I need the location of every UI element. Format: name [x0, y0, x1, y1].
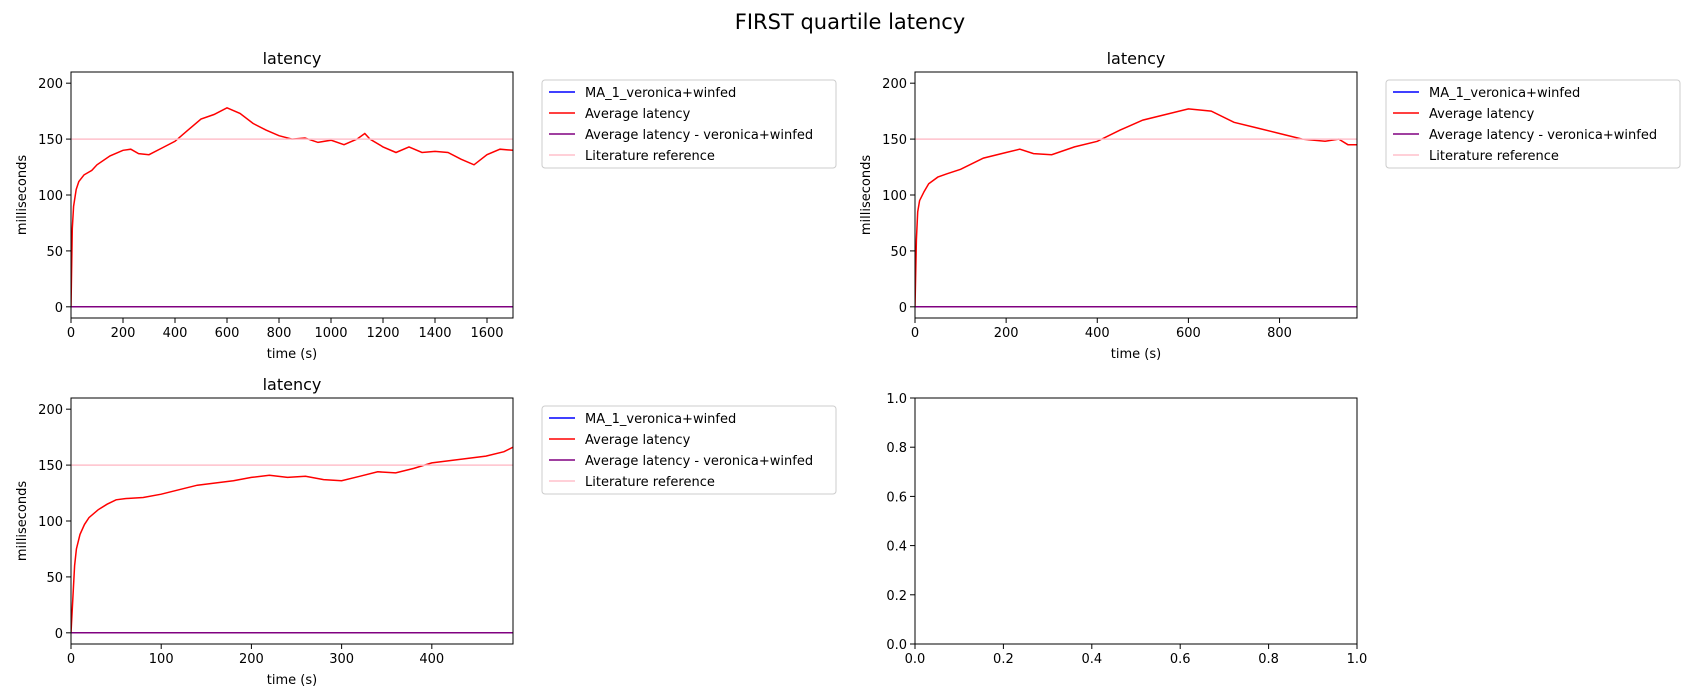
legend-entry: Average latency	[585, 433, 691, 448]
y-tick-label: 0.4	[886, 540, 907, 555]
x-tick-label: 0.8	[1258, 652, 1279, 667]
legend-entry: Literature reference	[585, 475, 715, 490]
y-tick-label: 0	[899, 301, 907, 316]
legend: MA_1_veronica+winfed Average latency Avera…	[1385, 79, 1681, 169]
legend-frame	[1385, 79, 1681, 169]
x-tick-label: 1200	[366, 326, 399, 341]
legend-entry: MA_1_veronica+winfed	[1429, 86, 1580, 101]
axes-frame	[70, 71, 514, 319]
y-tick-label: 150	[882, 133, 907, 148]
x-tick-label: 1600	[470, 326, 503, 341]
subplot-title: latency	[263, 375, 322, 394]
y-tick-label: 0	[55, 627, 63, 642]
series-group	[71, 446, 513, 634]
series-line-2	[71, 446, 513, 633]
x-tick-label: 200	[239, 652, 264, 667]
y-tick-label: 50	[890, 245, 907, 260]
subplot-4: 0.0 0.2 0.4 0.6 0.8 1.0 0.0 0.2 0.4 0.6 0.8 1.0	[886, 392, 1367, 667]
legend: MA_1_veronica+winfed Average latency Avera…	[541, 79, 837, 169]
y-tick-label: 100	[882, 189, 907, 204]
figure-suptitle: FIRST quartile latency	[735, 10, 965, 34]
legend-entry: Average latency - veronica+winfed	[585, 454, 813, 469]
series-group	[915, 108, 1357, 308]
x-tick-label: 1000	[314, 326, 347, 341]
x-tick-label: 1400	[418, 326, 451, 341]
legend-entry: Average latency - veronica+winfed	[1429, 128, 1657, 143]
y-tick-label: 50	[46, 245, 63, 260]
x-tick-label: 0	[911, 326, 919, 341]
x-tick-label: 400	[163, 326, 188, 341]
x-tick-label: 100	[149, 652, 174, 667]
legend-entry: Average latency	[1429, 107, 1535, 122]
y-tick-label: 150	[38, 459, 63, 474]
x-tick-label: 0.2	[993, 652, 1014, 667]
y-tick-label: 200	[882, 77, 907, 92]
legend-frame	[541, 79, 837, 169]
y-tick-label: 150	[38, 133, 63, 148]
series-line-2	[915, 108, 1357, 307]
legend: MA_1_veronica+winfed Average latency Avera…	[541, 405, 837, 495]
series-group	[71, 106, 513, 308]
x-tick-label: 400	[1085, 326, 1110, 341]
x-tick-label: 0.6	[1170, 652, 1191, 667]
y-tick-label: 100	[38, 515, 63, 530]
x-tick-label: 0.4	[1081, 652, 1102, 667]
y-axis-label: milliseconds	[859, 155, 874, 235]
y-tick-label: 0.6	[886, 490, 907, 505]
y-tick-label: 0.0	[886, 638, 907, 653]
x-tick-label: 0	[67, 652, 75, 667]
x-tick-label: 400	[419, 652, 444, 667]
y-tick-label: 0.2	[886, 589, 907, 604]
x-tick-label: 200	[111, 326, 136, 341]
x-tick-label: 300	[329, 652, 354, 667]
subplot-title: latency	[263, 49, 322, 68]
y-axis-label: milliseconds	[15, 155, 30, 235]
x-tick-label: 800	[267, 326, 292, 341]
legend-entry: Average latency - veronica+winfed	[585, 128, 813, 143]
axes-frame	[70, 397, 514, 645]
subplot-2: 0 200 400 600 800 0 50 100 150 200 latency time (s)…	[859, 49, 1681, 362]
y-tick-label: 100	[38, 189, 63, 204]
subplot-grid: 0 200 400 600 800 1000 1200 1400 160005010015020…	[15, 49, 1681, 688]
subplot-title: latency	[1107, 49, 1166, 68]
subplot-3: 0 100 200 300 400 0 50 100 150 200 latency time (s)…	[15, 375, 837, 688]
x-tick-label: 0.0	[905, 652, 926, 667]
y-tick-label: 0.8	[886, 441, 907, 456]
y-tick-label: 200	[38, 77, 63, 92]
axes-frame	[914, 71, 1358, 319]
y-tick-label: 200	[38, 403, 63, 418]
series-line-2	[71, 106, 513, 307]
x-axis-label: time (s)	[267, 347, 317, 362]
x-tick-label: 200	[994, 326, 1019, 341]
x-tick-label: 0	[67, 326, 75, 341]
x-axis-label: time (s)	[267, 673, 317, 688]
x-axis-label: time (s)	[1111, 347, 1161, 362]
legend-entry: Literature reference	[585, 149, 715, 164]
subplot-1: 0 200 400 600 800 1000 1200 1400 1600 0 50 100 150 20…	[15, 49, 837, 362]
legend-frame	[541, 405, 837, 495]
legend-entry: MA_1_veronica+winfed	[585, 412, 736, 427]
x-tick-label: 600	[1176, 326, 1201, 341]
y-tick-label: 0	[55, 301, 63, 316]
x-tick-label: 1.0	[1347, 652, 1368, 667]
y-axis-label: milliseconds	[15, 481, 30, 561]
legend-entry: Literature reference	[1429, 149, 1559, 164]
legend-entry: MA_1_veronica+winfed	[585, 86, 736, 101]
y-tick-label: 1.0	[886, 392, 907, 407]
x-tick-label: 600	[215, 326, 240, 341]
y-tick-label: 50	[46, 571, 63, 586]
axes-frame	[914, 397, 1358, 645]
legend-entry: Average latency	[585, 107, 691, 122]
x-tick-label: 800	[1267, 326, 1292, 341]
